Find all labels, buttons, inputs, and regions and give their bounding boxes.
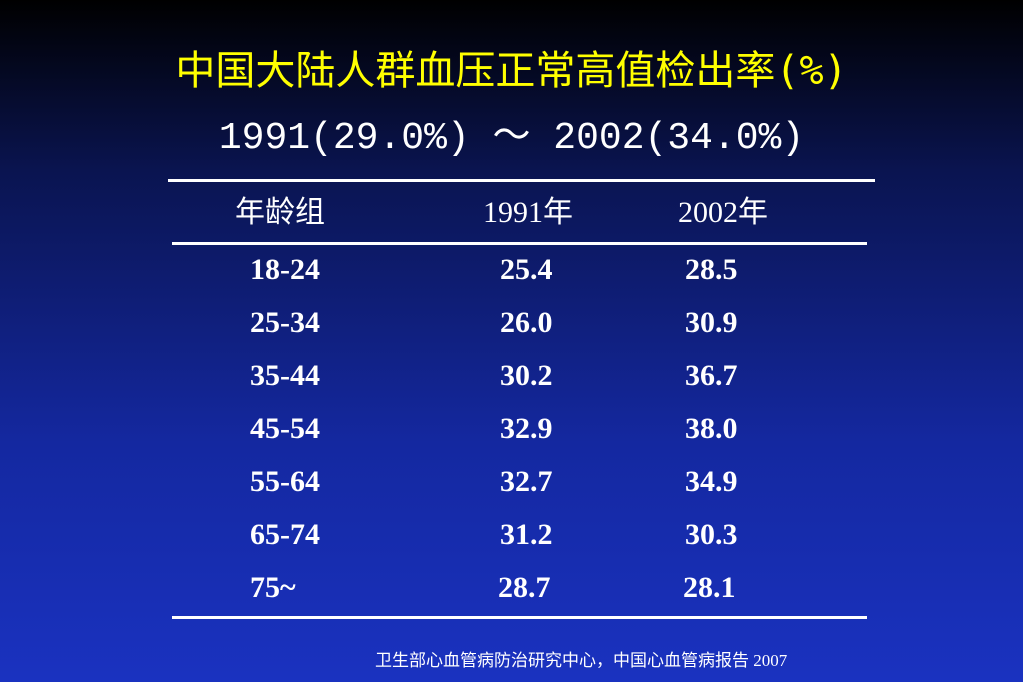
column-header: 年龄组: [235, 196, 325, 229]
title: 中国大陆人群血压正常高值检出率(%): [175, 48, 848, 94]
age-group: 45-54: [250, 412, 320, 445]
table-header-rule: [172, 242, 867, 245]
rate-cell: 28.1: [683, 571, 736, 604]
age-group: 25-34: [250, 306, 320, 339]
subtitle: 1991(29.0%) ～ 2002(34.0%): [218, 117, 805, 160]
rate-cell: 28.5: [685, 253, 738, 286]
rate-cell: 30.3: [685, 518, 738, 551]
column-header: 2002年: [678, 196, 768, 229]
rate-cell: 26.0: [500, 306, 553, 339]
age-group: 18-24: [250, 253, 320, 286]
column-header: 1991年: [483, 196, 573, 229]
age-group: 35-44: [250, 359, 320, 392]
rate-cell: 25.4: [500, 253, 553, 286]
table-bottom-rule: [172, 616, 867, 619]
age-group: 75~: [250, 571, 296, 604]
source-note: 卫生部心血管病防治研究中心，中国心血管病报告 2007: [375, 651, 788, 670]
rate-cell: 34.9: [685, 465, 738, 498]
rate-cell: 38.0: [685, 412, 738, 445]
age-group: 55-64: [250, 465, 320, 498]
age-group: 65-74: [250, 518, 320, 551]
rate-cell: 28.7: [498, 571, 551, 604]
rate-cell: 31.2: [500, 518, 553, 551]
table-top-rule: [168, 179, 875, 182]
rate-cell: 30.2: [500, 359, 553, 392]
rate-cell: 32.7: [500, 465, 553, 498]
rate-cell: 32.9: [500, 412, 553, 445]
rate-cell: 30.9: [685, 306, 738, 339]
rate-cell: 36.7: [685, 359, 738, 392]
